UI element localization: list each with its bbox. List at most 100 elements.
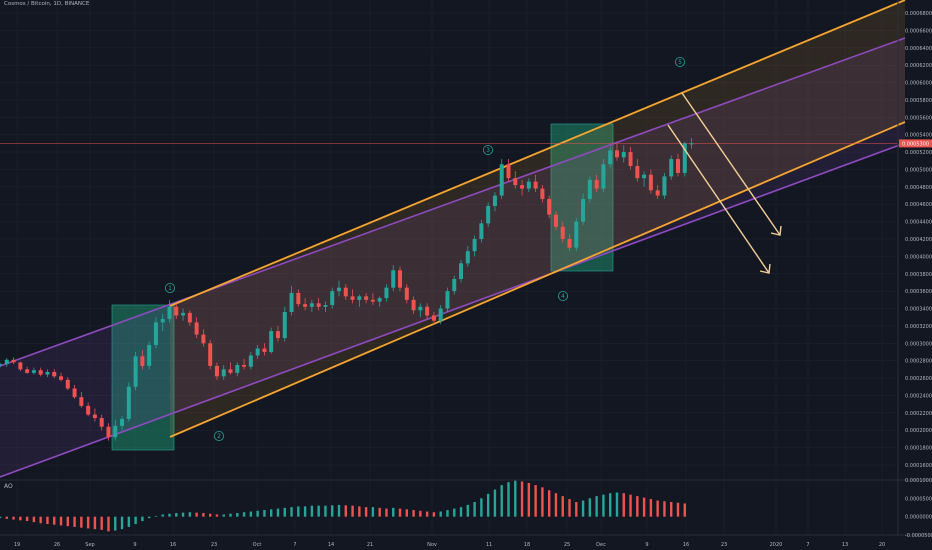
candle — [608, 146, 613, 168]
ao-bar — [25, 516, 29, 522]
price-tick-label: 0.0003400 — [905, 307, 932, 313]
price-tick-label: 0.0004000 — [905, 254, 932, 260]
ao-tick-label: 0.0001000 — [905, 478, 932, 484]
time-tick-label: Sep — [85, 542, 94, 548]
price-tick-label: 0.0006400 — [905, 46, 932, 52]
ao-bar — [100, 516, 103, 530]
candle — [377, 296, 382, 307]
candle — [126, 382, 131, 422]
candle — [438, 305, 443, 325]
candle — [642, 171, 647, 187]
ao-histogram — [0, 480, 686, 532]
candle — [479, 219, 484, 243]
candle — [648, 169, 653, 194]
ao-bar — [0, 516, 2, 519]
candle — [221, 365, 226, 380]
candle — [547, 195, 552, 219]
candle — [187, 310, 192, 326]
time-tick-label: 16 — [683, 542, 689, 548]
time-zone-boxes — [111, 123, 614, 451]
candle — [492, 192, 497, 212]
trend-channels — [0, 0, 906, 478]
candle — [160, 313, 165, 332]
ao-bar — [500, 485, 503, 517]
candle — [99, 414, 104, 431]
candle — [418, 303, 423, 318]
candle — [621, 145, 626, 163]
ao-bar — [663, 501, 666, 517]
candle — [452, 275, 457, 295]
ao-bar — [310, 505, 314, 517]
ao-bar — [412, 510, 415, 517]
candle — [45, 369, 50, 378]
ao-bar — [134, 516, 137, 524]
candle — [194, 317, 199, 339]
ao-bar — [229, 513, 232, 517]
candle — [248, 351, 253, 370]
ao-bar — [270, 509, 273, 517]
ao-bar — [93, 516, 97, 530]
candle — [167, 299, 172, 323]
candle — [303, 298, 308, 311]
candle — [486, 202, 491, 227]
ao-bar — [290, 507, 293, 517]
ao-bar — [276, 508, 280, 517]
time-tick-label: 26 — [54, 542, 60, 548]
candle — [635, 159, 640, 182]
time-tick-label: Oct — [253, 542, 262, 548]
time-tick-label: 7 — [806, 542, 809, 548]
price-tick-label: 0.0001800 — [905, 446, 932, 452]
time-tick-label: 9 — [645, 542, 648, 548]
ao-bar — [46, 516, 49, 524]
candle — [86, 402, 91, 417]
ao-bar — [107, 516, 110, 532]
ao-bar — [120, 516, 124, 530]
price-axis: 0.0006800 0.0006600 0.0006400 0.0006200 0.00… — [897, 0, 932, 535]
candle — [445, 287, 450, 313]
candle — [533, 174, 538, 193]
ao-bar — [520, 481, 524, 517]
candle — [431, 312, 436, 325]
ao-bar — [236, 513, 239, 517]
ao-bar — [446, 510, 449, 517]
time-tick-label: 18 — [524, 542, 530, 548]
ao-bar — [629, 494, 632, 517]
price-tick-label: 0.0002200 — [905, 411, 932, 417]
price-tick-label: 0.0003000 — [905, 341, 932, 347]
candle — [208, 339, 213, 370]
price-tick-label: 0.0005600 — [905, 115, 932, 121]
current-price-tag: 0.0005300 — [899, 139, 932, 148]
time-tick-label: 14 — [328, 542, 334, 548]
candle — [309, 299, 314, 313]
ao-bar — [337, 504, 341, 517]
candle — [269, 327, 274, 354]
candle — [669, 155, 674, 180]
candle — [153, 317, 158, 349]
ao-bar — [39, 516, 42, 524]
candle — [228, 362, 233, 375]
ao-bar — [358, 506, 361, 517]
candle — [520, 179, 525, 196]
candle — [404, 284, 409, 304]
purple-channel-upper — [0, 37, 906, 367]
candle — [214, 362, 219, 380]
ao-bar — [215, 514, 219, 517]
ao-bar — [208, 513, 212, 517]
ao-bar — [371, 507, 375, 517]
candle — [25, 366, 30, 374]
ao-bar — [527, 482, 531, 517]
candle — [398, 266, 403, 292]
candle — [601, 159, 606, 193]
candle — [459, 259, 464, 283]
candle — [526, 178, 531, 193]
ao-indicator-label: AO — [4, 483, 13, 490]
candle — [31, 367, 36, 375]
time-tick-label: 16 — [170, 542, 176, 548]
time-tick-label: 25 — [564, 542, 570, 548]
ao-bar — [656, 500, 659, 517]
time-tick-label: 20 — [879, 542, 885, 548]
ao-bar — [405, 509, 408, 517]
candle — [72, 385, 77, 399]
